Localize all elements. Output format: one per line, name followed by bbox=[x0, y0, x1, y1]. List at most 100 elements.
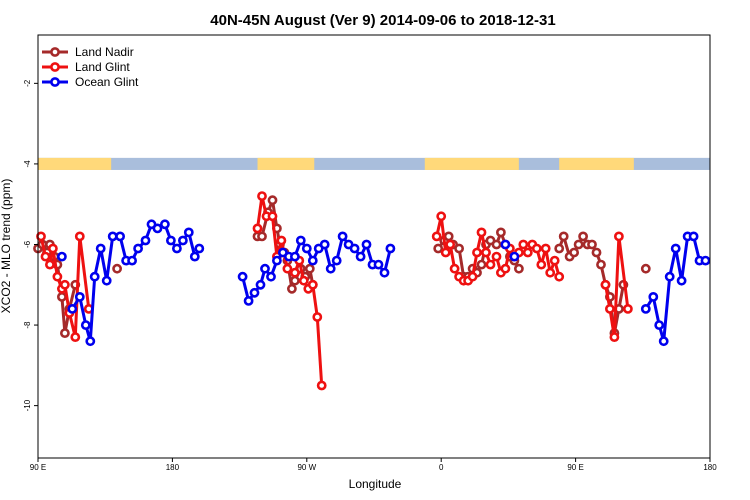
legend-label: Land Glint bbox=[75, 60, 130, 74]
land-glint-point bbox=[74, 231, 85, 242]
land-nadir-point bbox=[289, 275, 300, 286]
land-glint-point bbox=[276, 235, 287, 246]
ocean-glint-point bbox=[133, 243, 143, 254]
ocean-glint-point bbox=[700, 255, 711, 266]
x-tick-label: 90 E bbox=[30, 463, 46, 472]
land-ocean-strip bbox=[38, 157, 710, 170]
ocean-glint-point bbox=[249, 287, 260, 298]
land-glint-point bbox=[522, 247, 533, 258]
land-glint-point bbox=[449, 263, 460, 274]
land-nadir-point bbox=[573, 239, 584, 250]
land-glint-point bbox=[549, 255, 560, 266]
ocean-glint-point bbox=[177, 235, 188, 246]
ocean-glint-point bbox=[101, 275, 112, 286]
land-nadir-point bbox=[57, 291, 67, 302]
y-tick-label: -10 bbox=[23, 399, 32, 411]
land-glint-point bbox=[431, 231, 442, 242]
land-nadir-point bbox=[558, 231, 569, 242]
land-glint-point bbox=[60, 279, 70, 290]
land-nadir-point bbox=[569, 247, 579, 258]
land-band bbox=[257, 157, 315, 170]
land-glint-point bbox=[476, 227, 487, 238]
ocean-glint-point bbox=[307, 255, 318, 266]
y-tick-label: -4 bbox=[23, 160, 32, 168]
legend-label: Land Nadir bbox=[75, 45, 134, 59]
ocean-glint-point bbox=[670, 243, 681, 254]
land-nadir-point bbox=[433, 243, 444, 254]
series-layer bbox=[33, 191, 711, 391]
x-tick-label: 180 bbox=[703, 463, 717, 472]
legend-swatch-marker bbox=[50, 77, 60, 87]
ocean-glint-point bbox=[127, 255, 137, 266]
land-glint-point bbox=[600, 279, 611, 290]
series-ocean-glint bbox=[57, 219, 711, 347]
land-nadir-point bbox=[454, 243, 464, 254]
land-glint-point bbox=[298, 275, 309, 286]
ocean-glint-point bbox=[301, 243, 312, 254]
land-nadir-point bbox=[578, 231, 588, 242]
land-nadir-point bbox=[304, 263, 315, 274]
ocean-glint-point bbox=[509, 251, 520, 262]
ocean-glint-point bbox=[159, 219, 170, 230]
ocean-glint-point bbox=[95, 243, 106, 254]
ocean-glint-point bbox=[165, 235, 176, 246]
ocean-glint-point bbox=[500, 239, 511, 250]
ocean-glint-point bbox=[74, 291, 85, 302]
legend-swatch-marker bbox=[50, 47, 60, 57]
y-tick-label: -8 bbox=[23, 321, 32, 329]
x-tick-label: 0 bbox=[439, 463, 444, 472]
ocean-band bbox=[38, 157, 710, 170]
land-glint-point bbox=[467, 271, 478, 282]
ocean-glint-point bbox=[337, 231, 348, 242]
chart-title: 40N-45N August (Ver 9) 2014-09-06 to 201… bbox=[210, 12, 555, 29]
land-glint-point bbox=[282, 263, 293, 274]
ocean-glint-point bbox=[658, 336, 669, 347]
x-axis-label: Longitude bbox=[349, 477, 402, 491]
land-glint-point bbox=[554, 271, 565, 282]
land-glint-point bbox=[440, 247, 451, 258]
ocean-glint-point bbox=[57, 251, 67, 262]
ocean-glint-point bbox=[355, 251, 366, 262]
land-glint-point bbox=[70, 332, 81, 342]
land-glint-point bbox=[312, 312, 323, 322]
y-tick-label: -6 bbox=[23, 240, 32, 248]
land-nadir-point bbox=[587, 239, 597, 250]
land-glint-point bbox=[623, 303, 633, 314]
legend-item-land-nadir: Land Nadir bbox=[42, 45, 134, 59]
land-glint-point bbox=[605, 303, 615, 314]
land-glint-point bbox=[500, 263, 511, 274]
x-tick-label: 90 E bbox=[567, 463, 583, 472]
land-nadir-point bbox=[267, 195, 278, 206]
ocean-glint-point bbox=[295, 235, 306, 246]
land-glint-point bbox=[45, 259, 55, 270]
ocean-glint-point bbox=[152, 223, 163, 234]
y-tick-label: -2 bbox=[23, 79, 32, 87]
land-nadir-point bbox=[495, 227, 506, 238]
y-axis-label: XCO2 - MLO trend (ppm) bbox=[0, 179, 13, 314]
land-glint-point bbox=[536, 259, 547, 270]
ocean-glint-point bbox=[349, 243, 360, 254]
ocean-glint-point bbox=[688, 231, 699, 242]
land-nadir-point bbox=[286, 283, 297, 294]
legend-item-ocean-glint: Ocean Glint bbox=[42, 75, 139, 89]
ocean-glint-point bbox=[140, 235, 151, 246]
land-glint-point bbox=[445, 239, 456, 250]
ocean-glint-point bbox=[255, 279, 266, 290]
legend-label: Ocean Glint bbox=[75, 75, 139, 89]
land-glint-point bbox=[436, 211, 447, 222]
land-glint-point bbox=[52, 271, 63, 282]
land-nadir-point bbox=[591, 247, 602, 258]
land-glint-point bbox=[307, 279, 318, 290]
ocean-glint-point bbox=[654, 320, 665, 330]
land-glint-point bbox=[316, 380, 327, 391]
land-glint-point bbox=[614, 231, 624, 242]
legend-item-land-glint: Land Glint bbox=[42, 60, 130, 74]
land-band bbox=[38, 157, 112, 170]
plot-frame bbox=[37, 34, 711, 459]
ocean-glint-point bbox=[183, 227, 194, 238]
ocean-glint-point bbox=[260, 263, 270, 274]
ocean-glint-point bbox=[271, 255, 282, 266]
land-glint-point bbox=[531, 243, 542, 254]
ocean-glint-point bbox=[243, 295, 254, 306]
